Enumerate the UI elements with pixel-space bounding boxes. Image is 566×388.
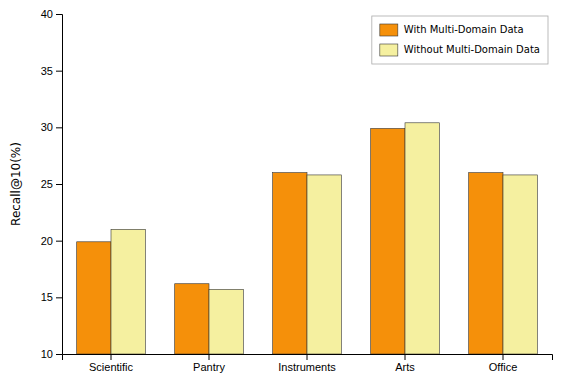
x-tick-mark: [111, 354, 112, 360]
y-tick-mark: [56, 127, 62, 128]
y-tick: 10: [41, 348, 62, 360]
bar: [307, 175, 341, 354]
bar: [111, 229, 145, 354]
y-tick-label: 30: [41, 121, 53, 133]
y-tick: 25: [41, 178, 62, 190]
x-tick-mark: [405, 354, 406, 360]
y-axis-line: [56, 15, 63, 355]
bar: [209, 289, 243, 354]
legend-swatch: [380, 24, 398, 36]
x-tick-mark: [503, 354, 504, 360]
legend-swatch: [380, 44, 398, 56]
y-tick-label: 15: [41, 291, 53, 303]
y-tick-label: 35: [41, 65, 53, 77]
legend: With Multi-Domain Data Without Multi-Doma…: [372, 16, 548, 64]
bar: [405, 123, 439, 354]
x-tick-mark: [307, 354, 308, 360]
legend-item: Without Multi-Domain Data: [380, 44, 540, 56]
chart: 10 15 20 25 30 35 40 Scientific Pantry Instrument…: [0, 0, 566, 388]
y-tick-mark: [56, 184, 62, 185]
bars: [77, 123, 538, 354]
y-tick: 35: [41, 65, 62, 77]
bar: [175, 284, 209, 354]
y-tick-mark: [56, 297, 62, 298]
bar: [371, 128, 405, 354]
series: [111, 123, 537, 354]
x-tick-label: Office: [489, 361, 518, 373]
y-tick-label: 10: [41, 348, 53, 360]
y-tick: 30: [41, 121, 62, 133]
legend-label: Without Multi-Domain Data: [404, 44, 540, 55]
x-tick: Office: [489, 354, 518, 373]
bar: [273, 173, 307, 354]
y-tick: 40: [41, 8, 62, 20]
x-tick-label: Pantry: [193, 361, 225, 373]
x-tick: Instruments: [278, 354, 336, 373]
bar: [503, 175, 537, 354]
y-tick-mark: [56, 241, 62, 242]
bar: [77, 242, 111, 354]
y-tick-label: 40: [41, 8, 53, 20]
legend-item: With Multi-Domain Data: [380, 24, 524, 36]
y-tick: 20: [41, 235, 62, 247]
y-tick-mark: [56, 14, 62, 15]
x-axis-line: [63, 355, 553, 361]
plot: 10 15 20 25 30 35 40 Scientific Pantry Instrument…: [41, 8, 553, 373]
x-axis: Scientific Pantry Instruments Arts Office: [63, 354, 553, 373]
y-axis-title: Recall@10(%): [9, 142, 23, 226]
legend-label: With Multi-Domain Data: [404, 24, 524, 35]
y-tick-mark: [56, 354, 62, 355]
bar: [469, 173, 503, 354]
x-tick: Pantry: [193, 354, 225, 373]
y-tick-label: 25: [41, 178, 53, 190]
y-tick-mark: [56, 71, 62, 72]
x-tick-label: Instruments: [278, 361, 336, 373]
x-tick-label: Arts: [395, 361, 415, 373]
y-axis: 10 15 20 25 30 35 40: [41, 8, 63, 360]
legend-frame: [372, 16, 548, 64]
x-tick-mark: [209, 354, 210, 360]
y-tick-label: 20: [41, 235, 53, 247]
y-tick: 15: [41, 291, 62, 303]
x-tick: Scientific: [89, 354, 134, 373]
x-tick: Arts: [395, 354, 415, 373]
x-tick-label: Scientific: [89, 361, 134, 373]
